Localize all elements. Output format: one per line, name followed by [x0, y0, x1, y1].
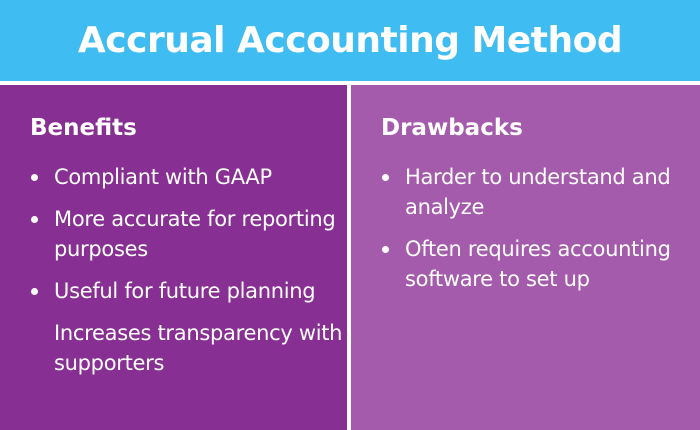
benefits-heading: Benefits: [30, 115, 137, 141]
drawbacks-list: Harder to understand and analyze Often r…: [381, 162, 700, 294]
benefit-item-text: More accurate for reporting purposes: [54, 207, 336, 261]
benefit-item-text: Useful for future planning: [54, 279, 316, 303]
drawback-item: Harder to understand and analyze: [381, 162, 700, 222]
bullet-icon: [382, 174, 389, 181]
benefit-item: Useful for future planning: [30, 276, 347, 306]
benefit-item: More accurate for reporting purposes: [30, 204, 347, 264]
benefit-item: Compliant with GAAP: [30, 162, 347, 192]
benefits-panel: Benefits Compliant with GAAP More accura…: [0, 85, 347, 430]
bullet-icon: [31, 288, 38, 295]
page-title: Accrual Accounting Method: [77, 20, 623, 61]
benefit-item-text: Compliant with GAAP: [54, 165, 272, 189]
drawback-item-text: Often requires accounting software to se…: [405, 237, 671, 291]
bullet-icon: [31, 174, 38, 181]
drawbacks-panel: Drawbacks Harder to understand and analy…: [351, 85, 700, 430]
bullet-icon: [382, 246, 389, 253]
drawback-item: Often requires accounting software to se…: [381, 234, 700, 294]
title-banner: Accrual Accounting Method: [0, 0, 700, 81]
benefit-item-text: Increases transparency with supporters: [54, 321, 343, 375]
drawback-item-text: Harder to understand and analyze: [405, 165, 671, 219]
benefit-item: Increases transparency with supporters: [30, 318, 347, 378]
bullet-icon: [31, 216, 38, 223]
drawbacks-heading: Drawbacks: [381, 115, 523, 141]
benefits-list: Compliant with GAAP More accurate for re…: [30, 162, 347, 378]
